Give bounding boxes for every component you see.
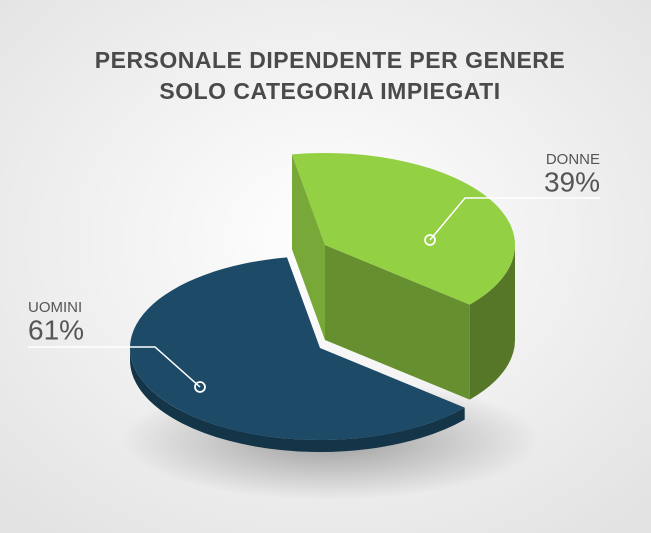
slice-label: DONNE [546,151,600,168]
chart-subtitle: SOLO CATEGORIA IMPIEGATI [159,78,500,104]
value-label: 61% [28,314,84,345]
chart-title: PERSONALE DIPENDENTE PER GENERE [95,47,565,73]
slice-label: UOMINI [28,299,82,316]
slice-side [469,245,515,400]
slice-side [292,154,325,340]
slice-side [130,348,465,453]
slice-side [325,245,470,400]
pie-slice [130,257,465,440]
leader-line [28,346,201,388]
leader-line [429,197,600,241]
leader-dot [424,234,436,246]
pie-slice [292,153,515,305]
value-label: 39% [544,166,600,197]
leader-dot [194,381,206,393]
